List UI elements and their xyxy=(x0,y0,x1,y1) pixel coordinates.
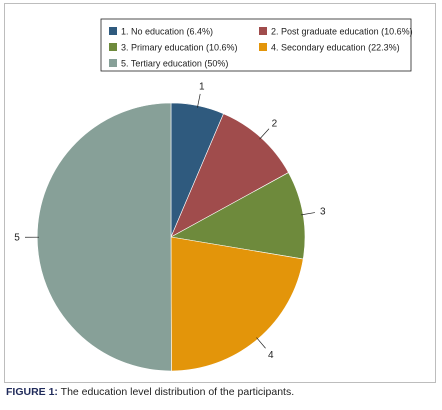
legend: 1. No education (6.4%) 2. Post graduate e… xyxy=(100,18,413,72)
leader-line-3 xyxy=(301,212,315,216)
legend-swatch-2 xyxy=(259,27,267,35)
legend-swatch-3 xyxy=(109,43,117,51)
pie-slice-4 xyxy=(170,236,304,372)
caption-text: The education level distribution of the … xyxy=(57,386,295,398)
legend-swatch-1 xyxy=(109,27,117,35)
slice-label-2: 2 xyxy=(272,118,278,129)
slice-label-5: 5 xyxy=(14,233,20,244)
pie-chart: 1. No education (6.4%) 2. Post graduate e… xyxy=(14,18,413,372)
legend-label-2: 2. Post graduate education (10.6%) xyxy=(271,27,413,37)
legend-label-5: 5. Tertiary education (50%) xyxy=(121,59,228,69)
legend-label-3: 3. Primary education (10.6%) xyxy=(121,43,238,53)
slice-label-4: 4 xyxy=(268,350,274,361)
leader-line-1 xyxy=(197,93,201,108)
legend-swatch-5 xyxy=(109,59,117,67)
slice-label-1: 1 xyxy=(199,82,205,93)
legend-label-4: 4. Secondary education (22.3%) xyxy=(271,43,400,53)
figure-caption: FIGURE 1: The education level distributi… xyxy=(6,386,436,398)
figure-label: FIGURE 1: xyxy=(6,386,58,398)
chart-frame: 1. No education (6.4%) 2. Post graduate e… xyxy=(4,3,436,383)
legend-swatch-4 xyxy=(259,43,267,51)
legend-box xyxy=(100,18,412,72)
pie-slice-5 xyxy=(36,102,172,372)
leader-line-4 xyxy=(256,337,266,349)
leader-line-2 xyxy=(259,128,270,140)
legend-label-1: 1. No education (6.4%) xyxy=(121,27,213,37)
slice-label-3: 3 xyxy=(320,207,326,218)
